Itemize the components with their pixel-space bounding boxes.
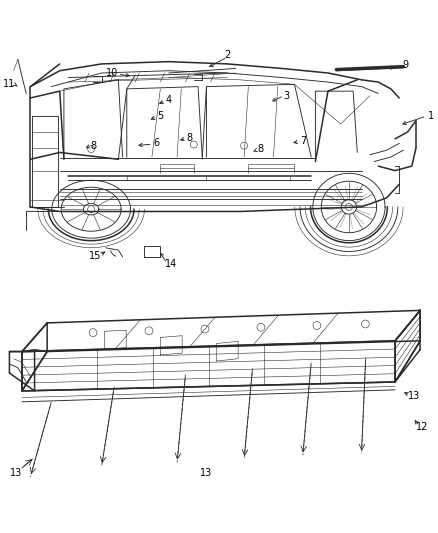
- Text: 11: 11: [4, 79, 16, 89]
- Text: 5: 5: [157, 111, 163, 121]
- Text: 13: 13: [10, 469, 22, 478]
- Text: 14: 14: [165, 259, 177, 269]
- Text: 8: 8: [187, 133, 193, 143]
- Text: 13: 13: [200, 469, 212, 478]
- Text: 12: 12: [416, 422, 428, 432]
- Text: 8: 8: [258, 144, 264, 154]
- Text: 4: 4: [166, 95, 172, 105]
- Text: 9: 9: [403, 60, 409, 70]
- Text: 7: 7: [300, 136, 306, 146]
- Text: 1: 1: [427, 111, 434, 121]
- Text: 2: 2: [224, 50, 230, 60]
- Text: 15: 15: [89, 251, 102, 261]
- Text: 13: 13: [408, 391, 420, 401]
- Text: 10: 10: [106, 68, 118, 78]
- Text: 6: 6: [153, 139, 159, 148]
- Text: 8: 8: [90, 141, 96, 151]
- Text: 3: 3: [283, 91, 289, 101]
